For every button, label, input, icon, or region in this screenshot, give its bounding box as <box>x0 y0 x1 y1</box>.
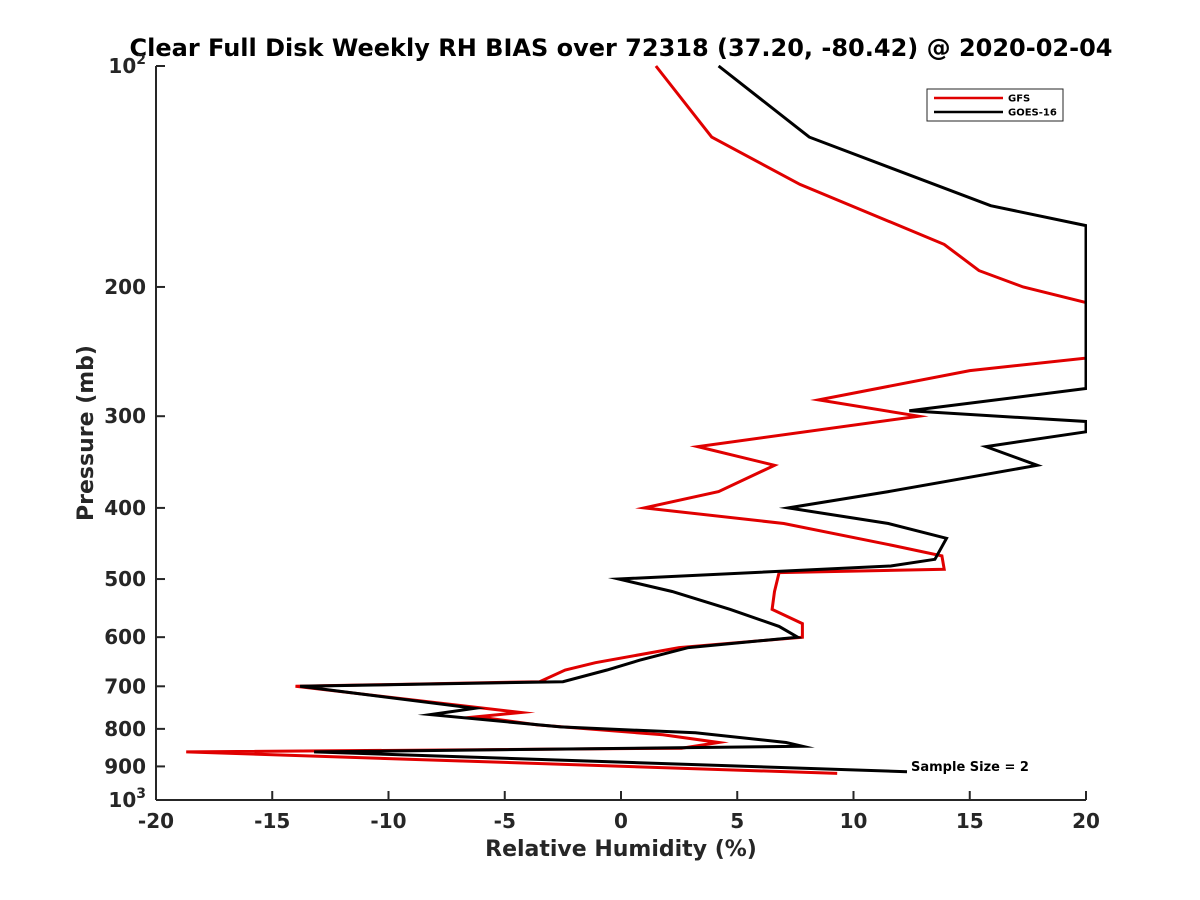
x-tick-label: 0 <box>614 809 628 833</box>
series-line-gfs <box>186 65 1087 775</box>
y-tick-label: 900 <box>104 754 146 778</box>
y-tick-label: 800 <box>104 717 146 741</box>
y-tick-label: 600 <box>104 625 146 649</box>
y-tick-label: 200 <box>104 275 146 299</box>
legend-label: GFS <box>1008 94 1030 105</box>
legend-box <box>926 88 1064 122</box>
y-tick-label: 500 <box>104 567 146 591</box>
y-tick-label: 300 <box>104 404 146 428</box>
y-tick-label: 700 <box>104 674 146 698</box>
legend-label: GOES-16 <box>1008 108 1057 119</box>
x-tick-label: -15 <box>254 809 290 833</box>
sample-size-annotation: Sample Size = 2 <box>911 760 1029 775</box>
y-tick-label: 103 <box>108 786 146 812</box>
x-tick-label: 10 <box>840 809 868 833</box>
series-line-goes-16 <box>299 65 1087 774</box>
x-tick-label: -10 <box>370 809 406 833</box>
y-tick-label: 400 <box>104 496 146 520</box>
x-tick-label: 15 <box>956 809 984 833</box>
series-layer <box>186 65 1087 775</box>
x-tick-label: 20 <box>1072 809 1100 833</box>
y-tick-label: 102 <box>108 52 146 78</box>
x-axis-label: Relative Humidity (%) <box>485 837 757 862</box>
legend: GFS GOES-16 <box>926 88 1064 122</box>
plot-area: -20 -15 -10 -5 0 5 10 15 20 102 200 300 400 500 600 700… <box>104 52 1100 833</box>
x-tick-label: -5 <box>494 809 516 833</box>
x-tick-label: 5 <box>730 809 744 833</box>
y-axis-label: Pressure (mb) <box>74 345 99 521</box>
axes-layer: -20 -15 -10 -5 0 5 10 15 20 102 200 300 400 500 600 700… <box>104 52 1100 833</box>
x-tick-label: -20 <box>138 809 174 833</box>
chart-title: Clear Full Disk Weekly RH BIAS over 7231… <box>130 34 1113 62</box>
